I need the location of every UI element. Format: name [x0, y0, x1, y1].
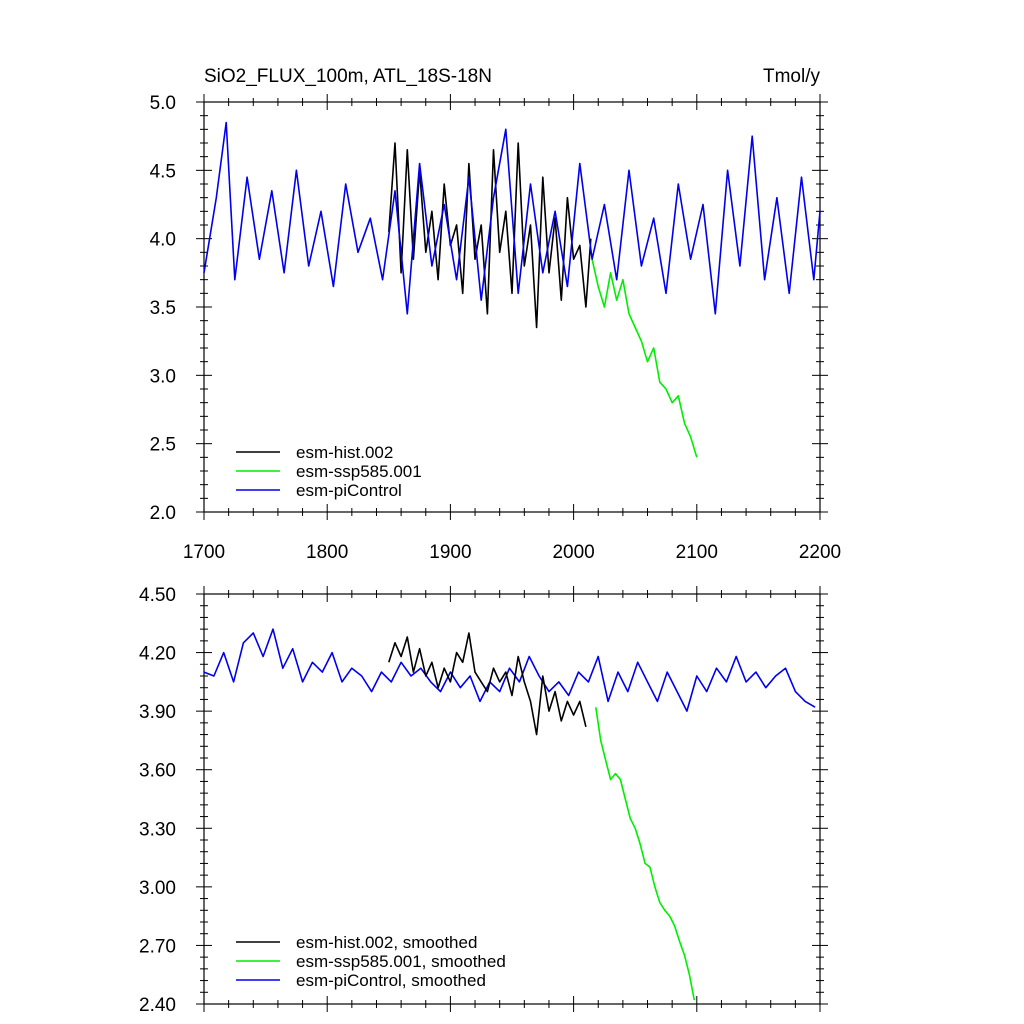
x-tick-label: 1800: [306, 542, 348, 563]
x-tick-label: 1700: [183, 542, 225, 563]
legend-label: esm-ssp585.001, smoothed: [296, 952, 506, 971]
y-tick-label: 2.5: [150, 435, 176, 456]
y-tick-label: 3.5: [150, 298, 176, 319]
series-line-esm-ssp585.001: [595, 707, 696, 1001]
top-panel: SiO2_FLUX_100m, ATL_18S-18N Tmol/y 2.02.…: [150, 66, 842, 563]
y-tick-label: 4.0: [150, 230, 176, 251]
legend-label: esm-hist.002: [296, 443, 393, 462]
y-tick-label: 3.00: [139, 878, 176, 899]
legend-label: esm-piControl, smoothed: [296, 971, 486, 990]
series-line-esm-hist.002: [388, 632, 587, 736]
series-line-esm-ssp585.001: [591, 259, 698, 458]
legend-label: esm-ssp585.001: [296, 462, 422, 481]
x-tick-label: 2100: [676, 542, 718, 563]
y-tick-label: 4.50: [139, 585, 176, 606]
y-tick-label: 4.5: [150, 161, 176, 182]
series-line-esm-hist.002: [388, 142, 592, 329]
legend-label: esm-piControl: [296, 481, 402, 500]
x-tick-label: 1900: [429, 542, 471, 563]
y-tick-label: 2.70: [139, 936, 176, 957]
chart-title: SiO2_FLUX_100m, ATL_18S-18N: [204, 66, 492, 87]
y-tick-label: 4.20: [139, 644, 176, 665]
top-plot-area: 2.0 2.5 3.0 3.5 4.0 4.5 5.0 1700 1800 1900 2000 210…: [150, 93, 842, 563]
y-tick-label: 3.30: [139, 819, 176, 840]
series-line-esm-piControl: [203, 121, 821, 315]
y-tick-label: 3.0: [150, 366, 176, 387]
bottom-plot-area: 2.40 2.70 3.00 3.30 3.60 3.90 4.20 4.50 esm-hist…: [139, 585, 828, 1016]
y-tick-label: 2.40: [139, 995, 176, 1016]
y-tick-label: 3.90: [139, 702, 176, 723]
bottom-panel: 2.40 2.70 3.00 3.30 3.60 3.90 4.20 4.50 esm-hist…: [139, 585, 828, 1016]
units-label: Tmol/y: [763, 66, 821, 87]
y-tick-label: 3.60: [139, 761, 176, 782]
x-tick-label: 2000: [552, 542, 594, 563]
x-tick-label: 2200: [799, 542, 841, 563]
legend-label: esm-hist.002, smoothed: [296, 933, 477, 952]
series-line-esm-piControl: [203, 628, 816, 712]
y-tick-label: 2.0: [150, 503, 176, 524]
y-tick-label: 5.0: [150, 93, 176, 114]
plot-frame: [203, 593, 821, 1005]
